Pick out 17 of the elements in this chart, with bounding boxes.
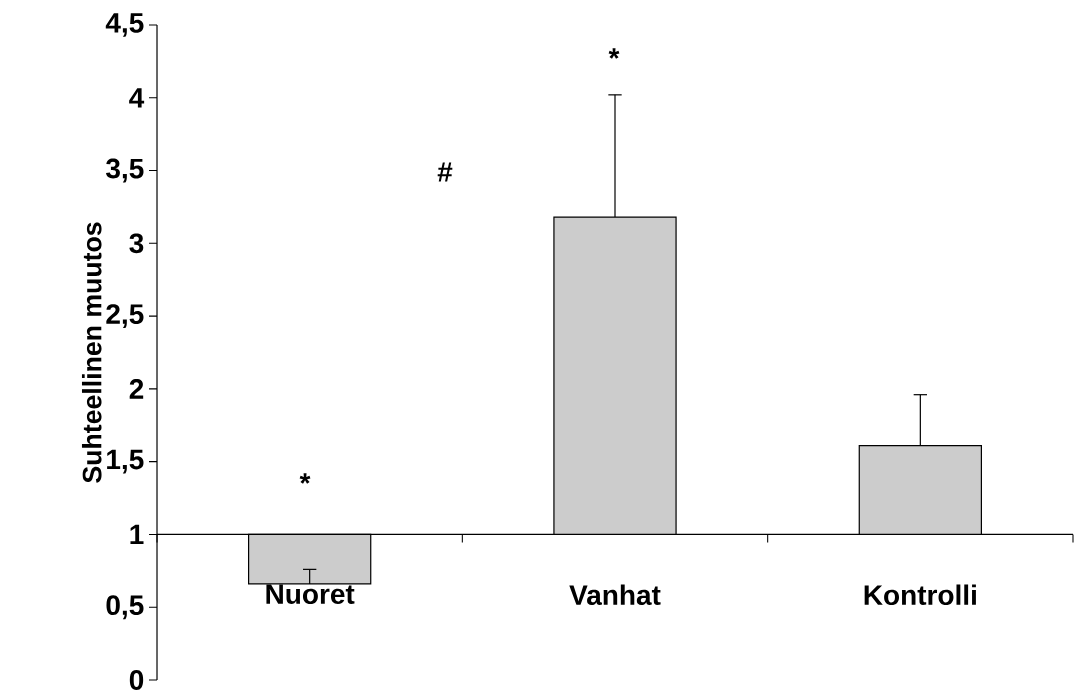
y-tick-label: 1 [130, 524, 144, 545]
y-tick-label: 1,5 [107, 449, 144, 474]
y-tick-label: 0,5 [106, 595, 144, 620]
x-tick-label: Vanhat [569, 584, 661, 606]
y-tick-label: 3,5 [106, 158, 144, 183]
y-tick-label: 4 [129, 88, 145, 108]
annotation: * [608, 48, 620, 59]
x-tick-label: Kontrolli [864, 584, 976, 606]
y-tick-label: 2 [129, 379, 144, 399]
annotation: * [299, 473, 311, 484]
y-tick-label: 4,5 [105, 13, 144, 37]
y-tick-label: 2,5 [106, 304, 144, 329]
x-tick-label: Nuoret [266, 584, 355, 605]
y-tick-label: 0 [129, 670, 144, 690]
y-tick-label: 3 [129, 233, 144, 254]
y-axis-title: Suhteellinen muutos [81, 222, 102, 483]
annotation: # [437, 162, 453, 182]
